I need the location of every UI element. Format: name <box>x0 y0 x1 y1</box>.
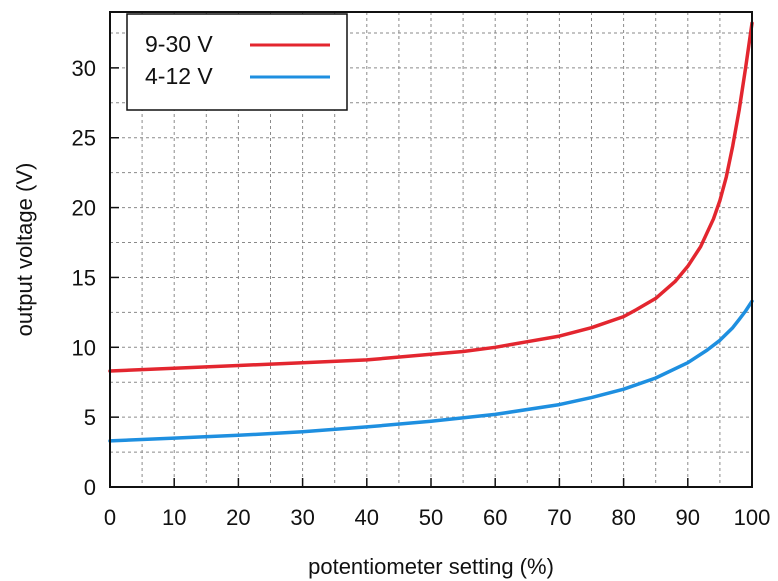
legend-box <box>126 13 348 111</box>
x-tick-label: 70 <box>547 505 571 530</box>
y-tick-label: 15 <box>72 265 96 290</box>
axis-ticks <box>109 67 753 488</box>
y-axis-tick-labels: 0 5 10 15 20 25 30 <box>72 56 96 500</box>
x-tick-label: 50 <box>419 505 443 530</box>
y-tick-label: 30 <box>72 56 96 81</box>
y-tick-label: 20 <box>72 196 96 221</box>
x-tick-label: 100 <box>734 505 771 530</box>
legend-label-4-12v: 4-12 V <box>145 63 213 89</box>
x-tick-label: 80 <box>611 505 635 530</box>
legend: 9-30 V 4-12 V <box>126 13 348 111</box>
x-tick-label: 10 <box>162 505 186 530</box>
y-axis-title: output voltage (V) <box>12 163 37 337</box>
x-tick-label: 30 <box>290 505 314 530</box>
x-tick-label: 60 <box>483 505 507 530</box>
x-tick-label: 20 <box>226 505 250 530</box>
series-line-1 <box>108 299 754 443</box>
x-tick-label: 40 <box>355 505 379 530</box>
x-tick-label: 90 <box>676 505 700 530</box>
x-tick-label: 0 <box>104 505 116 530</box>
y-tick-label: 0 <box>84 475 96 500</box>
legend-label-9-30v: 9-30 V <box>145 31 213 57</box>
series-line-0 <box>108 21 754 373</box>
x-axis-title: potentiometer setting (%) <box>308 554 554 579</box>
y-tick-label: 10 <box>72 335 96 360</box>
y-tick-label: 5 <box>84 405 96 430</box>
y-tick-label: 25 <box>72 126 96 151</box>
series-layer <box>108 21 754 443</box>
x-axis-tick-labels: 0 10 20 30 40 50 60 70 80 90 100 <box>104 505 770 530</box>
